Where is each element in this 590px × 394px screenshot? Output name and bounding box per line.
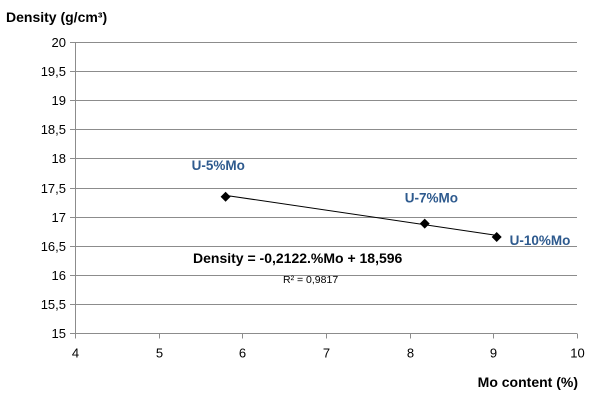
y-tick-label: 16 [52, 268, 66, 283]
point-label: U-5%Mo [192, 158, 245, 173]
x-tick-label: 7 [323, 346, 330, 361]
gridlines [75, 42, 577, 305]
x-tick-label: 4 [72, 346, 79, 361]
axes [70, 42, 578, 339]
point-label: U-10%Mo [510, 233, 571, 248]
y-tick-label: 18 [52, 151, 66, 166]
trendline [225, 194, 497, 236]
r-squared-label: R² = 0,9817 [283, 274, 338, 286]
x-tick-label: 10 [570, 346, 584, 361]
data-point-diamond [491, 231, 502, 242]
x-tick-label: 9 [490, 346, 497, 361]
x-tick-label: 6 [239, 346, 246, 361]
y-tick-label: 15,5 [41, 297, 66, 312]
y-tick-label: 18,5 [41, 122, 66, 137]
y-tick-label: 19 [52, 93, 66, 108]
x-axis-title: Mo content (%) [478, 374, 578, 390]
x-tick-label: 5 [156, 346, 163, 361]
y-tick-label: 16,5 [41, 239, 66, 254]
trendline-line [225, 194, 497, 236]
tick-labels: 15 15,5 16 16,5 17 17,5 18 18,5 19 19,5 20 4 5 6 7 8 9 10 [41, 35, 585, 361]
point-labels: U-5%Mo U-7%Mo U-10%Mo [192, 158, 571, 248]
y-tick-label: 19,5 [41, 64, 66, 79]
data-point-diamond [220, 191, 231, 202]
y-axis-title: Density (g/cm³) [6, 9, 107, 25]
data-points [220, 191, 502, 242]
y-tick-label: 17 [52, 210, 66, 225]
y-tick-label: 20 [52, 35, 66, 50]
data-point-diamond [419, 218, 430, 229]
y-tick-label: 17,5 [41, 181, 66, 196]
point-label: U-7%Mo [405, 191, 458, 206]
trendline-equation: Density = -0,2122.%Mo + 18,596 [193, 250, 403, 266]
y-tick-label: 15 [52, 326, 66, 341]
x-tick-label: 8 [407, 346, 414, 361]
